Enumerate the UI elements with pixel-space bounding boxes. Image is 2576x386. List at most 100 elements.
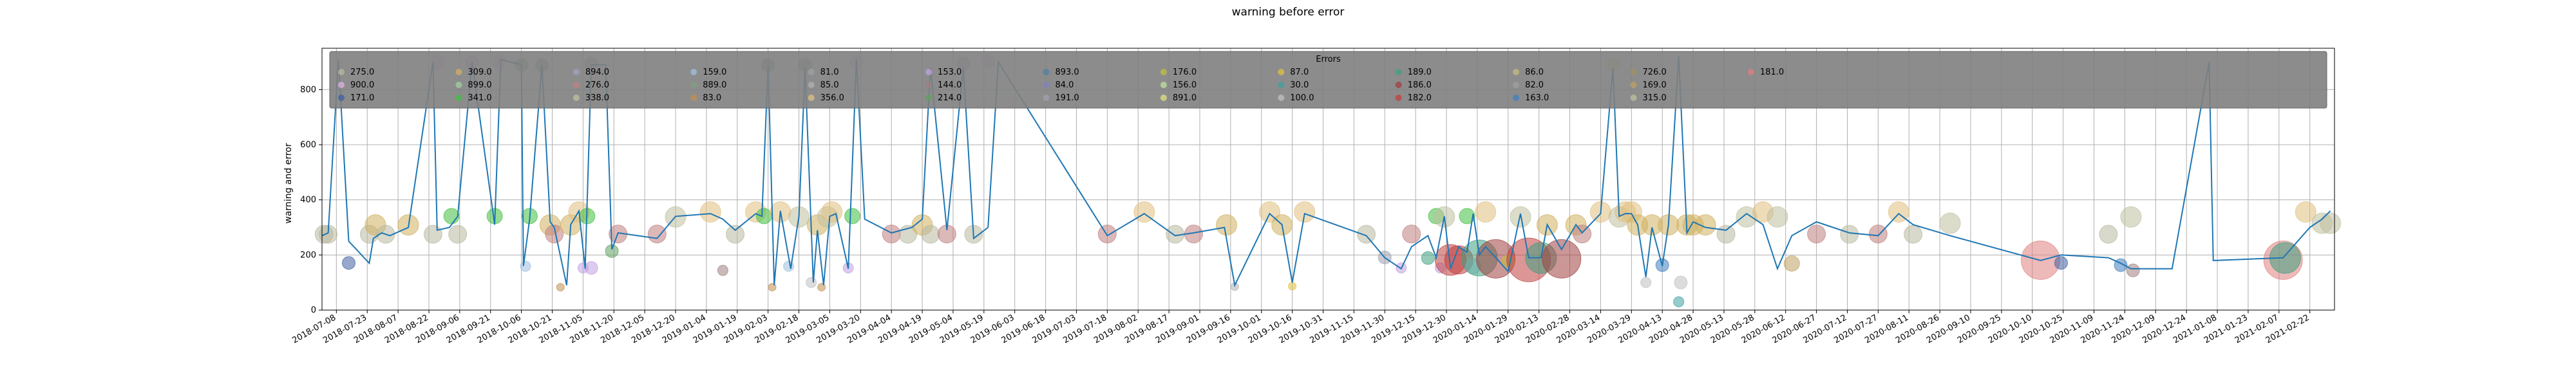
legend-label: 171.0 — [350, 93, 374, 103]
scatter-point — [545, 225, 564, 244]
legend-entry: 338.0 — [573, 93, 609, 103]
legend-marker — [1043, 69, 1050, 75]
legend-label: 900.0 — [350, 80, 374, 90]
scatter-point — [1288, 282, 1297, 291]
scatter-point — [1573, 225, 1592, 244]
legend-entry: 186.0 — [1395, 80, 1432, 90]
legend-entry: 889.0 — [690, 80, 726, 90]
legend-entry: 181.0 — [1747, 68, 1784, 77]
legend-marker — [573, 82, 580, 88]
legend-entry: 84.0 — [1043, 80, 1074, 90]
legend-label: 163.0 — [1525, 93, 1549, 103]
legend-label: 83.0 — [703, 93, 721, 103]
legend-label: 182.0 — [1408, 93, 1432, 103]
legend-entry: 159.0 — [690, 68, 726, 77]
legend-entry: 893.0 — [1043, 68, 1079, 77]
legend-title: Errors — [1316, 55, 1341, 64]
scatter-point — [1402, 225, 1421, 244]
legend-entry: 356.0 — [808, 93, 844, 103]
legend-marker — [1160, 82, 1167, 88]
legend-label: 153.0 — [938, 68, 961, 77]
legend-marker — [690, 82, 697, 88]
legend-box — [329, 51, 2327, 109]
x-axis-ticks: 2018-07-082018-07-232018-08-072018-08-22… — [290, 310, 2311, 345]
legend-label: 356.0 — [820, 93, 844, 103]
scatter-point — [2120, 206, 2142, 228]
scatter-point — [520, 261, 531, 272]
scatter-point — [1868, 225, 1888, 244]
scatter-point — [448, 225, 468, 244]
legend-label: 214.0 — [938, 93, 961, 103]
legend-label: 338.0 — [585, 93, 609, 103]
y-tick-label: 200 — [300, 250, 316, 260]
scatter-point — [699, 201, 721, 223]
scatter-point — [1840, 225, 1859, 244]
legend-label: 159.0 — [703, 68, 726, 77]
plot-frame — [321, 48, 2335, 311]
legend-marker — [1160, 95, 1167, 101]
scatter-point — [717, 264, 728, 276]
scatter-point — [1673, 296, 1685, 308]
legend-label: 893.0 — [1055, 68, 1079, 77]
scatter-point — [556, 282, 565, 291]
legend-entry: 163.0 — [1513, 93, 1549, 103]
legend-marker — [573, 95, 580, 101]
legend-entry: 86.0 — [1513, 68, 1544, 77]
legend-marker — [1278, 82, 1285, 88]
legend-entry: 153.0 — [925, 68, 961, 77]
scatter-point — [726, 225, 745, 244]
legend-entry: 171.0 — [338, 93, 374, 103]
scatter-point — [647, 225, 667, 244]
legend-marker — [1747, 69, 1754, 75]
scatter-point — [1904, 225, 1923, 244]
scatter-point — [1459, 208, 1475, 225]
legend-entry: 176.0 — [1160, 68, 1197, 77]
legend-marker — [1395, 69, 1402, 75]
legend-marker — [808, 95, 815, 101]
legend-marker — [925, 69, 933, 75]
legend-entry: 144.0 — [925, 80, 961, 90]
scatter-point — [1475, 201, 1497, 223]
scatter-point — [755, 208, 772, 225]
legend-label: 894.0 — [585, 68, 609, 77]
legend-label: 889.0 — [703, 80, 726, 90]
legend-marker — [1160, 69, 1167, 75]
legend-label: 156.0 — [1173, 80, 1197, 90]
legend-entry: 87.0 — [1278, 68, 1309, 77]
legend-label: 276.0 — [585, 80, 609, 90]
legend-marker — [1278, 69, 1285, 75]
legend-marker — [455, 95, 462, 101]
scatter-point — [1542, 239, 1582, 279]
y-tick-label: 400 — [300, 196, 316, 205]
legend-entry: 83.0 — [690, 93, 721, 103]
y-tick-label: 0 — [311, 306, 316, 315]
legend-marker — [455, 69, 462, 75]
legend-marker — [690, 95, 697, 101]
legend-label: 186.0 — [1408, 80, 1432, 90]
legend-label: 86.0 — [1525, 68, 1544, 77]
legend-entry: 315.0 — [1630, 93, 1667, 103]
legend-entry: 341.0 — [455, 93, 492, 103]
scatter-point — [1674, 275, 1688, 290]
scatter-point — [1640, 277, 1652, 288]
legend-marker — [1513, 95, 1520, 101]
legend-entry: 891.0 — [1160, 93, 1197, 103]
legend: Errors 275.0 900.0 171.0 309.0 899.0 341.0 894.… — [329, 51, 2327, 109]
legend-label: 87.0 — [1290, 68, 1309, 77]
scatter-point — [1294, 201, 1316, 223]
scatter-point — [584, 261, 598, 275]
legend-label: 181.0 — [1760, 68, 1784, 77]
legend-label: 169.0 — [1643, 80, 1667, 90]
legend-label: 891.0 — [1173, 93, 1197, 103]
legend-marker — [573, 69, 580, 75]
scatter-point — [423, 225, 442, 244]
scatter-point — [882, 225, 901, 244]
scatter-point — [1694, 214, 1716, 236]
legend-marker — [1630, 69, 1637, 75]
legend-label: 30.0 — [1290, 80, 1309, 90]
legend-entry: 82.0 — [1513, 80, 1544, 90]
legend-label: 309.0 — [468, 68, 491, 77]
scatter-point — [341, 256, 355, 270]
series-line — [321, 56, 2331, 288]
